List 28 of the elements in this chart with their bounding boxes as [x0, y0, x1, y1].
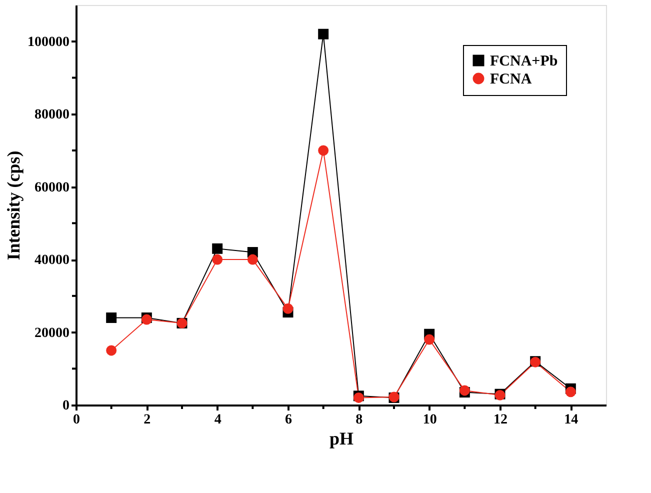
y-tick-label: 60000 — [34, 180, 70, 196]
point — [106, 312, 117, 323]
y-axis-title: Intensity (cps) — [4, 150, 24, 260]
point — [247, 254, 258, 265]
x-tick-label: 4 — [214, 412, 222, 428]
x-tick-label: 14 — [564, 412, 578, 428]
y-tick-label: 0 — [62, 398, 70, 414]
x-tick-label: 10 — [422, 412, 437, 428]
y-tick-label: 20000 — [34, 326, 70, 341]
y-tick-label: 80000 — [34, 108, 70, 123]
x-tick-label: 6 — [285, 412, 292, 428]
y-tick-label: 40000 — [34, 253, 70, 268]
point — [565, 386, 576, 398]
x-tick-label: 2 — [144, 412, 151, 428]
point — [282, 303, 294, 314]
point — [424, 334, 435, 345]
legend-label: FCNA+Pb — [490, 54, 558, 70]
legend-label: FCNA — [490, 72, 532, 88]
point — [212, 254, 223, 265]
x-tick-label: 8 — [356, 412, 363, 428]
point — [318, 28, 329, 40]
x-tick-label: 0 — [73, 412, 80, 428]
point — [106, 345, 117, 356]
x-tick-label: 12 — [494, 412, 508, 428]
point — [212, 243, 223, 254]
x-axis-title: pH — [329, 428, 354, 448]
point — [318, 145, 329, 156]
y-tick-label: 100000 — [28, 34, 70, 50]
